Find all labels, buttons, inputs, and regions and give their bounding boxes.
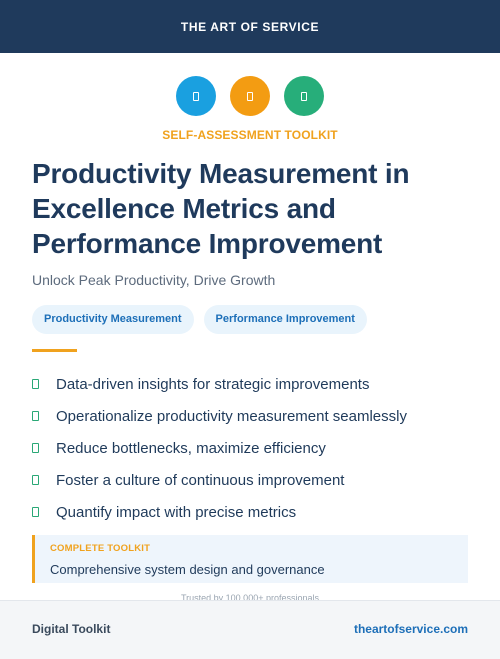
brand-name: THE ART OF SERVICE xyxy=(180,19,320,34)
benefit-list: Data-driven insights for strategic impro… xyxy=(32,368,472,528)
kicker-label: SELF-ASSESSMENT TOOLKIT xyxy=(162,128,338,142)
tag-performance-improvement[interactable]: Performance Improvement xyxy=(203,305,367,334)
tag-list: Productivity Measurement Performance Imp… xyxy=(32,305,367,334)
benefit-text: Operationalize productivity measurement … xyxy=(56,407,407,425)
check-icon xyxy=(32,443,39,453)
icon-row xyxy=(0,76,500,116)
benefit-text: Reduce bottlenecks, maximize efficiency xyxy=(56,439,326,457)
benefit-text: Data-driven insights for strategic impro… xyxy=(56,375,370,393)
benefit-item: Data-driven insights for strategic impro… xyxy=(32,368,472,400)
check-icon xyxy=(32,379,39,389)
footer-bar: Digital Toolkit theartofservice.com xyxy=(0,600,500,659)
page-title: Productivity Measurement in Excellence M… xyxy=(32,158,410,259)
document-icon xyxy=(301,91,307,101)
check-icon xyxy=(32,411,39,421)
document-icon xyxy=(247,91,253,101)
icon-circle-blue xyxy=(176,76,216,116)
benefit-text: Foster a culture of continuous improveme… xyxy=(56,471,345,489)
trusted-note: Trusted by 100,000+ professionals xyxy=(180,593,319,603)
benefit-item: Operationalize productivity measurement … xyxy=(32,400,472,432)
benefit-item: Foster a culture of continuous improveme… xyxy=(32,464,472,496)
page-subtitle: Unlock Peak Productivity, Drive Growth xyxy=(32,272,276,288)
top-header-bar: THE ART OF SERVICE xyxy=(0,0,500,53)
footer-label: Digital Toolkit xyxy=(32,622,111,636)
accent-divider xyxy=(32,349,77,352)
toolkit-callout: COMPLETE TOOLKIT Comprehensive system de… xyxy=(32,535,468,583)
check-icon xyxy=(32,507,39,517)
benefit-item: Quantify impact with precise metrics xyxy=(32,496,472,528)
callout-text: Comprehensive system design and governan… xyxy=(50,562,325,577)
icon-circle-orange xyxy=(230,76,270,116)
benefit-item: Reduce bottlenecks, maximize efficiency xyxy=(32,432,472,464)
callout-label: COMPLETE TOOLKIT xyxy=(50,543,151,554)
check-icon xyxy=(32,475,39,485)
icon-circle-green xyxy=(284,76,324,116)
document-icon xyxy=(193,91,199,101)
benefit-text: Quantify impact with precise metrics xyxy=(56,503,297,521)
footer-website-link[interactable]: theartofservice.com xyxy=(353,622,468,636)
tag-productivity-measurement[interactable]: Productivity Measurement xyxy=(32,305,194,334)
